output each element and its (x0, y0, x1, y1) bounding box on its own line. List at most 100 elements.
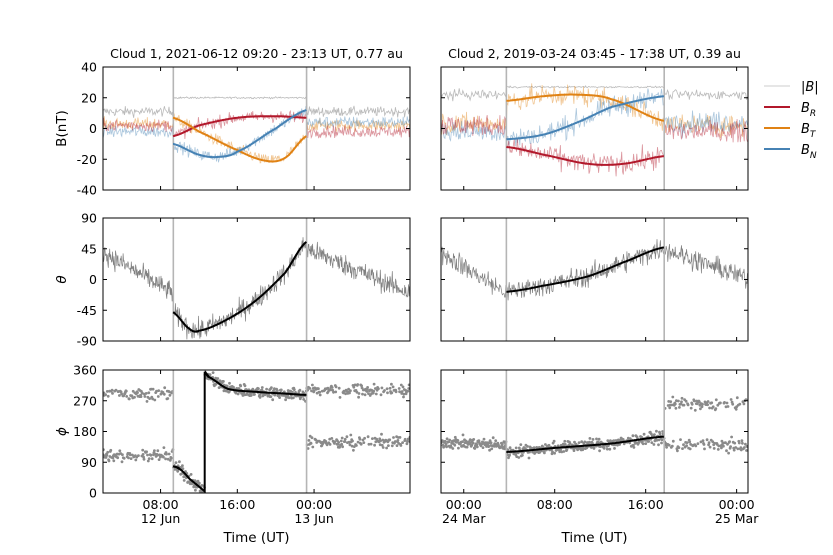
phi-point (717, 444, 721, 448)
phi-point (350, 444, 354, 448)
phi-point (111, 392, 114, 395)
phi-point (120, 392, 123, 396)
phi-point (182, 479, 186, 482)
phi-point (339, 439, 343, 443)
phi-point (273, 393, 277, 397)
phi-point (270, 386, 273, 390)
phi-point (336, 443, 340, 446)
phi-point (632, 443, 635, 447)
phi-point (493, 442, 497, 446)
phi-point (106, 394, 110, 398)
legend-label: BR (801, 101, 816, 119)
phi-point (551, 450, 554, 454)
phi-point (743, 446, 746, 449)
phi-point (387, 444, 390, 447)
phi-point (642, 432, 646, 436)
phi-point (406, 389, 410, 393)
phi-point (181, 464, 184, 468)
phi-point (402, 395, 405, 399)
phi-point (580, 440, 584, 444)
phi-point (103, 391, 106, 395)
y-tick-label: 90 (81, 455, 97, 470)
phi-point (292, 388, 296, 391)
trace-theta (441, 239, 748, 301)
x-tick-sublabel: 12 Jun (141, 511, 180, 526)
phi-point (378, 437, 382, 441)
x-axis-label: Time (UT) (561, 530, 628, 546)
phi-point (402, 392, 406, 396)
phi-point (563, 443, 567, 446)
phi-point (745, 449, 748, 452)
phi-point (340, 436, 344, 440)
phi-point (141, 448, 145, 452)
phi-point (156, 453, 159, 457)
phi-point (399, 444, 403, 447)
phi-point (269, 395, 273, 398)
phi-point (688, 440, 692, 444)
phi-point (105, 390, 109, 393)
trace-phi (441, 395, 748, 460)
phi-point (702, 443, 706, 446)
phi-point (379, 393, 383, 397)
phi-point (686, 403, 690, 407)
phi-point (114, 388, 118, 392)
legend: |B| BR BT BN (764, 80, 819, 161)
phi-point (371, 437, 374, 440)
phi-point (595, 437, 598, 441)
phi-point (146, 453, 149, 457)
phi-point (737, 441, 741, 445)
phi-point (713, 441, 717, 445)
phi-point (491, 436, 495, 440)
phi-point (676, 449, 679, 453)
phi-point (608, 447, 612, 451)
phi-point (489, 441, 493, 445)
phi-point (306, 447, 310, 450)
phi-point (349, 433, 353, 437)
phi-point (142, 457, 146, 461)
phi-point (696, 442, 700, 445)
phi-point (104, 456, 108, 459)
phi-point (705, 438, 709, 442)
fit-B_R (172, 115, 307, 138)
phi-point (162, 392, 166, 396)
x-tick-label: 00:00 (446, 497, 482, 512)
y-axis-label: θ (54, 275, 70, 283)
phi-point (710, 401, 714, 405)
phi-point (318, 390, 322, 394)
phi-point (726, 442, 729, 446)
x-tick-label: 08:00 (143, 497, 179, 512)
phi-point (308, 387, 312, 390)
phi-point (592, 447, 596, 450)
phi-point (445, 445, 448, 449)
phi-point (394, 390, 398, 394)
phi-point (110, 388, 114, 392)
phi-point (311, 445, 315, 449)
phi-point (470, 443, 474, 447)
phi-point (390, 382, 393, 386)
phi-point (178, 460, 181, 464)
phi-point (481, 446, 485, 449)
phi-point (145, 450, 149, 454)
phi-point (400, 390, 404, 393)
phi-point (156, 395, 160, 398)
phi-point (118, 449, 122, 453)
phi-point (157, 389, 161, 392)
phi-point (671, 439, 675, 443)
phi-point (343, 437, 347, 441)
phi-point (127, 456, 130, 460)
phi-point (562, 450, 566, 453)
phi-point (251, 387, 255, 391)
phi-point (677, 399, 680, 403)
column-2: Cloud 2, 2019-03-24 03:45 - 17:38 UT, 0.… (440, 46, 759, 546)
phi-point (228, 381, 231, 385)
panel-title: Cloud 2, 2019-03-24 03:45 - 17:38 UT, 0.… (448, 46, 741, 61)
phi-point (739, 448, 743, 452)
phi-point (690, 402, 694, 406)
y-tick-label: 20 (81, 90, 97, 105)
fit-B_R (506, 145, 664, 166)
phi-point (200, 484, 204, 487)
phi-point (380, 443, 384, 447)
phi-point (351, 439, 354, 443)
phi-point (145, 400, 149, 403)
phi-point (670, 444, 674, 448)
